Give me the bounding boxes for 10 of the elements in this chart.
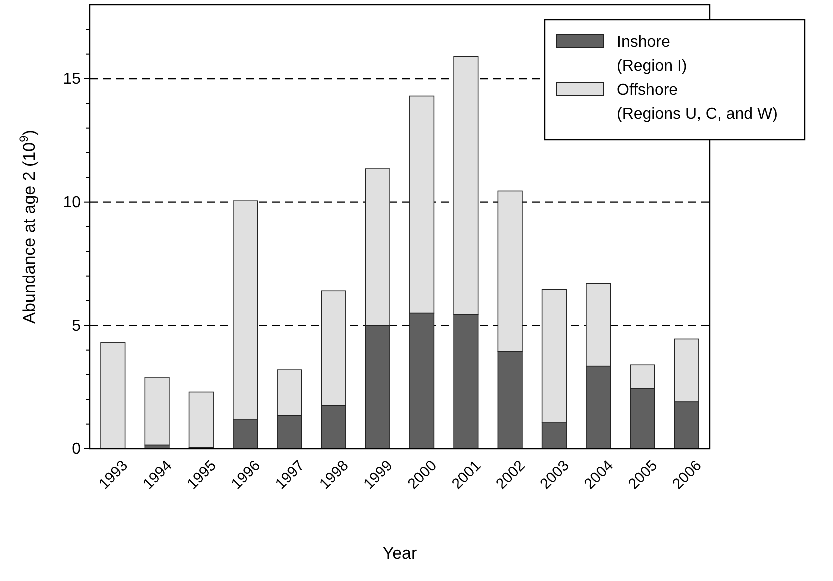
bar	[188, 392, 214, 448]
y-tick-label: 15	[63, 71, 82, 88]
y-tick-label: 10	[63, 194, 82, 212]
y-tick-label: 5	[72, 318, 82, 335]
y-tick-label: 0	[72, 441, 82, 458]
legend-label: Offshore (Regions U, C, and W)	[617, 82, 778, 123]
bar	[100, 342, 126, 450]
legend-label: Inshore (Region I)	[617, 34, 688, 75]
bar	[144, 377, 170, 446]
x-axis-title: Year	[382, 544, 418, 563]
